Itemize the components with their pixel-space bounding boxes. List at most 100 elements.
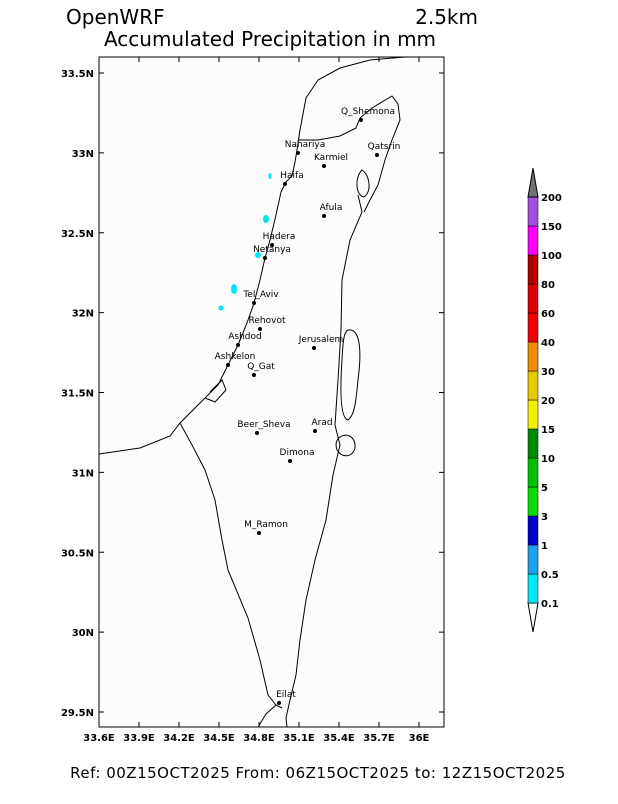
city-label: Hadera <box>263 232 296 242</box>
lake <box>356 169 370 198</box>
city-marker <box>257 531 261 535</box>
lake <box>335 434 356 457</box>
city-marker <box>226 363 230 367</box>
colorbar-label: 200 <box>541 193 562 204</box>
city-label: Tel_Aviv <box>242 290 279 300</box>
colorbar-label: 80 <box>541 280 555 291</box>
lat-tick-label: 33N <box>72 149 94 160</box>
lon-tick-label: 35.1E <box>283 733 315 744</box>
city-marker <box>255 431 259 435</box>
city-marker <box>313 429 317 433</box>
city-label: Dimona <box>280 448 315 458</box>
colorbar-label: 15 <box>541 425 555 436</box>
lat-tick-label: 30N <box>72 628 94 639</box>
lat-tick-label: 32.5N <box>61 229 94 240</box>
city-marker <box>322 214 326 218</box>
city-label: Q_Gat <box>247 362 275 372</box>
city-label: Karmiel <box>314 153 348 163</box>
colorbar-swatch <box>527 370 539 401</box>
lon-tick-label: 33.9E <box>123 733 155 744</box>
colorbar-swatch <box>527 457 539 488</box>
colorbar-swatch <box>527 196 539 227</box>
colorbar-swatch <box>527 225 539 256</box>
lat-tick-label: 30.5N <box>61 548 94 559</box>
lon-tick-label: 35.7E <box>363 733 395 744</box>
colorbar-label: 100 <box>541 251 562 262</box>
city-label: Jerusalem <box>298 335 344 345</box>
city-label: M_Ramon <box>244 520 288 530</box>
city-label: Afula <box>320 203 343 213</box>
colorbar-below <box>527 602 539 633</box>
city-marker <box>236 343 240 347</box>
city-label: Arad <box>311 418 332 428</box>
map-title: Accumulated Precipitation in mm <box>104 27 436 51</box>
map-frame <box>98 56 445 728</box>
colorbar-label: 30 <box>541 367 555 378</box>
colorbar-swatch <box>527 283 539 314</box>
city-label: Beer_Sheva <box>237 420 290 430</box>
border <box>285 194 363 728</box>
city-marker <box>263 256 267 260</box>
city-marker <box>375 153 379 157</box>
map: Q_Shemona Nahariya Karmiel Qatsrin Haifa Aful… <box>98 56 445 728</box>
colorbar-label: 60 <box>541 309 555 320</box>
border <box>299 95 401 213</box>
lon-tick-label: 36E <box>409 733 430 744</box>
lon-tick-label: 34.2E <box>163 733 195 744</box>
colorbar-swatch <box>527 544 539 575</box>
city-label: Qatsrin <box>368 142 401 152</box>
city-label: Ashdod <box>228 332 261 342</box>
city-label: Nahariya <box>285 140 326 150</box>
city-label: Eilat <box>276 690 296 700</box>
colorbar-swatch <box>527 399 539 430</box>
colorbar-label: 40 <box>541 338 555 349</box>
city-marker <box>312 346 316 350</box>
city-label: Netanya <box>253 245 291 255</box>
colorbar-above <box>527 167 539 198</box>
lat-tick-label: 32N <box>72 309 94 320</box>
city-marker <box>252 373 256 377</box>
city-marker <box>258 327 262 331</box>
model-name: OpenWRF <box>66 5 165 29</box>
colorbar-swatch <box>527 428 539 459</box>
city-marker <box>270 243 274 247</box>
colorbar-swatch <box>527 341 539 372</box>
lake <box>340 329 361 421</box>
colorbar-swatch <box>527 312 539 343</box>
precip-area <box>218 173 272 311</box>
colorbar-label: 1 <box>541 541 548 552</box>
city-marker <box>277 701 281 705</box>
lat-tick-label: 29.5N <box>61 708 94 719</box>
colorbar-label: 150 <box>541 222 562 233</box>
colorbar-label: 3 <box>541 512 548 523</box>
lat-tick-label: 33.5N <box>61 69 94 80</box>
city-label: Rehovot <box>249 316 286 326</box>
border <box>179 422 277 706</box>
colorbar-swatch <box>527 573 539 604</box>
footer: Ref: 00Z15OCT2025 From: 06Z15OCT2025 to:… <box>70 764 566 782</box>
lat-tick-label: 31N <box>72 468 94 479</box>
coastline <box>257 704 283 728</box>
colorbar-swatch <box>527 515 539 546</box>
resolution: 2.5km <box>415 5 478 29</box>
colorbar-swatch <box>527 486 539 517</box>
city-marker <box>252 301 256 305</box>
city-label: Ashkelon <box>215 352 256 362</box>
city-marker <box>296 151 300 155</box>
lon-tick-label: 34.8E <box>243 733 275 744</box>
city-label: Q_Shemona <box>341 107 395 117</box>
city-marker <box>322 164 326 168</box>
lon-tick-label: 33.6E <box>83 733 115 744</box>
colorbar-label: 10 <box>541 454 555 465</box>
colorbar-label: 0.1 <box>541 599 559 610</box>
city-marker <box>283 182 287 186</box>
city-marker <box>359 118 363 122</box>
lon-tick-label: 34.5E <box>203 733 235 744</box>
colorbar-label: 0.5 <box>541 570 559 581</box>
city-marker <box>288 459 292 463</box>
lat-tick-label: 31.5N <box>61 389 94 400</box>
colorbar-swatch <box>527 254 539 285</box>
colorbar-label: 5 <box>541 483 548 494</box>
